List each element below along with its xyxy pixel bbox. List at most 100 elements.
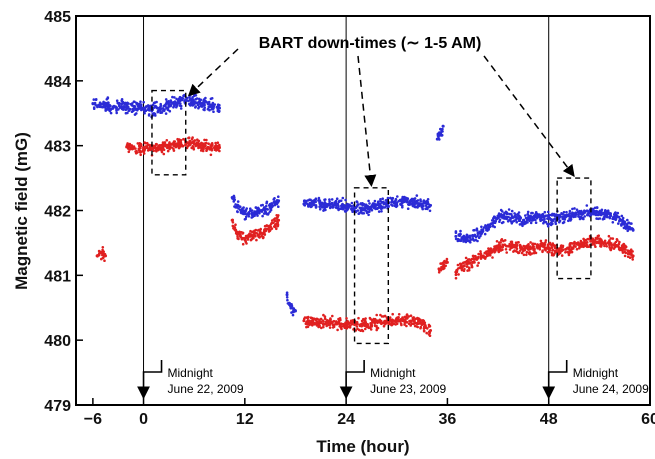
data-point [403, 319, 407, 323]
data-point [169, 99, 173, 102]
data-point [541, 218, 544, 222]
data-point [566, 250, 569, 254]
data-point [479, 254, 483, 258]
data-point [142, 146, 146, 150]
midnight-arrow [542, 360, 568, 400]
data-point [265, 212, 269, 216]
data-point [95, 104, 98, 107]
data-point [268, 205, 272, 209]
data-point [210, 142, 213, 146]
data-point [202, 98, 206, 101]
data-point [261, 214, 264, 218]
data-point [187, 136, 191, 139]
data-point [215, 105, 219, 109]
data-point [399, 202, 402, 206]
data-point [306, 199, 310, 202]
data-point [552, 213, 555, 217]
data-point [530, 246, 534, 250]
data-point [580, 241, 584, 245]
data-point [568, 243, 572, 247]
data-point [583, 215, 586, 218]
data-point [526, 210, 530, 214]
data-point [382, 321, 386, 325]
data-point [136, 105, 140, 108]
data-point [325, 320, 328, 323]
data-point [620, 222, 623, 226]
data-point [249, 233, 253, 236]
data-point [276, 224, 280, 228]
data-point [620, 214, 624, 218]
data-point [138, 150, 141, 154]
data-point [181, 144, 185, 148]
data-point [421, 207, 425, 211]
data-point [525, 250, 529, 254]
data-point [508, 212, 512, 216]
data-point [609, 248, 612, 251]
x-tick-label: 24 [337, 411, 355, 428]
data-point [251, 212, 255, 216]
data-point [461, 235, 464, 239]
data-point [575, 208, 579, 211]
data-point [601, 241, 605, 244]
data-point [259, 227, 263, 231]
data-point [463, 267, 466, 271]
data-point [93, 101, 97, 105]
data-point [302, 202, 306, 206]
data-point [589, 238, 593, 242]
data-point [255, 238, 258, 242]
data-point [254, 228, 258, 232]
data-point [519, 249, 522, 252]
data-point [166, 146, 169, 150]
data-point [626, 249, 630, 252]
data-point [135, 112, 138, 115]
data-point [136, 142, 140, 145]
data-point [533, 249, 536, 253]
data-point [379, 207, 383, 211]
data-point [207, 106, 211, 109]
data-point [606, 212, 610, 216]
data-point [405, 313, 409, 317]
data-point [505, 215, 508, 219]
data-point [109, 108, 112, 112]
data-point [569, 219, 572, 222]
data-point [603, 244, 606, 248]
data-point [503, 211, 506, 215]
data-point [101, 256, 105, 260]
data-point [234, 205, 238, 209]
data-point [153, 106, 156, 109]
data-point [496, 244, 500, 248]
data-point [614, 215, 618, 219]
data-point [628, 249, 632, 253]
data-point [542, 244, 546, 248]
data-point [91, 102, 95, 106]
data-point [467, 268, 471, 272]
data-point [626, 229, 629, 233]
data-point [559, 244, 563, 248]
data-point [500, 238, 503, 242]
data-point [270, 221, 274, 225]
y-tick-label: 479 [44, 398, 71, 415]
data-point [594, 236, 598, 240]
data-point [335, 197, 339, 200]
data-point [154, 149, 158, 152]
data-point [506, 220, 510, 223]
data-point [358, 212, 361, 215]
data-point [290, 303, 293, 306]
data-point [199, 149, 203, 152]
data-point [260, 231, 264, 235]
data-point [344, 198, 347, 202]
data-point [92, 106, 96, 109]
data-point [373, 199, 377, 203]
data-point [600, 208, 604, 212]
data-point [147, 114, 151, 117]
data-point [495, 240, 499, 243]
data-point [143, 111, 146, 115]
data-point [99, 104, 102, 107]
data-point [499, 247, 502, 250]
data-point [150, 147, 154, 151]
data-point [102, 100, 105, 104]
data-point [617, 242, 621, 246]
data-point [239, 211, 243, 214]
data-point [212, 146, 216, 149]
